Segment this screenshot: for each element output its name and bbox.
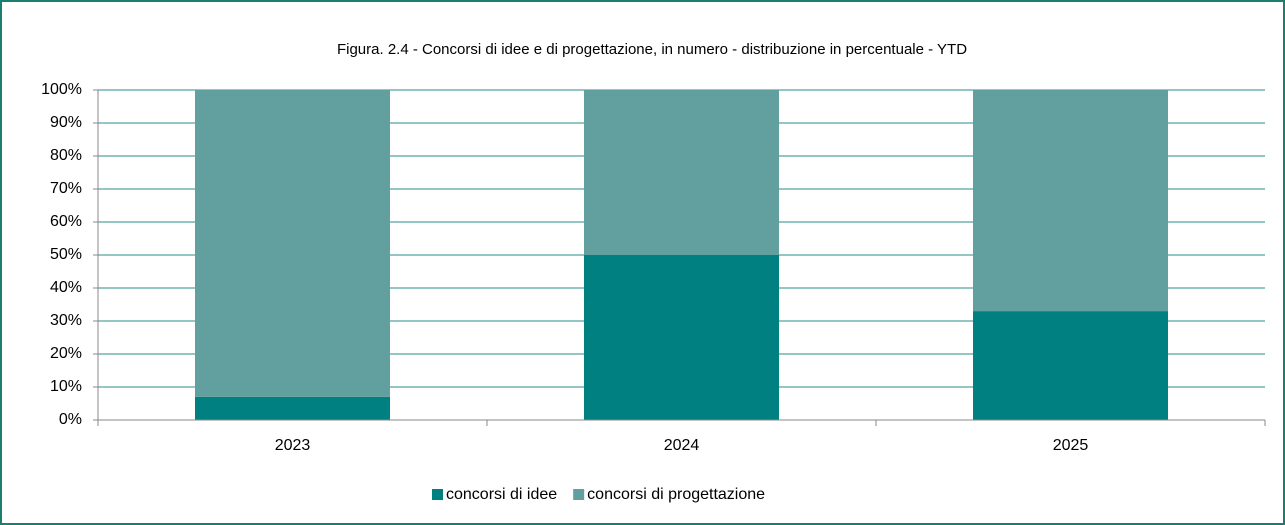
y-tick-label: 30% xyxy=(50,312,82,329)
bar-segment xyxy=(195,396,390,420)
bar-segment xyxy=(195,90,390,397)
y-tick-label: 80% xyxy=(50,147,82,164)
legend-label: concorsi di idee xyxy=(446,486,557,503)
y-tick-label: 100% xyxy=(41,81,82,98)
y-tick-label: 90% xyxy=(50,114,82,131)
legend-swatch xyxy=(432,489,443,500)
chart-title: Figura. 2.4 - Concorsi di idee e di prog… xyxy=(337,41,967,58)
x-tick-label: 2024 xyxy=(664,437,700,454)
y-tick-label: 10% xyxy=(50,378,82,395)
y-tick-label: 0% xyxy=(59,411,82,428)
y-tick-label: 60% xyxy=(50,213,82,230)
bar-segment xyxy=(973,311,1168,420)
x-tick-label: 2023 xyxy=(275,437,311,454)
bar-segment xyxy=(973,90,1168,312)
y-tick-label: 50% xyxy=(50,246,82,263)
legend-label: concorsi di progettazione xyxy=(587,486,765,503)
x-tick-label: 2025 xyxy=(1053,437,1089,454)
y-tick-label: 70% xyxy=(50,180,82,197)
legend-swatch xyxy=(573,489,585,500)
y-tick-label: 40% xyxy=(50,279,82,296)
y-tick-label: 20% xyxy=(50,345,82,362)
bar-segment xyxy=(584,90,779,255)
bar-segment xyxy=(584,255,779,420)
